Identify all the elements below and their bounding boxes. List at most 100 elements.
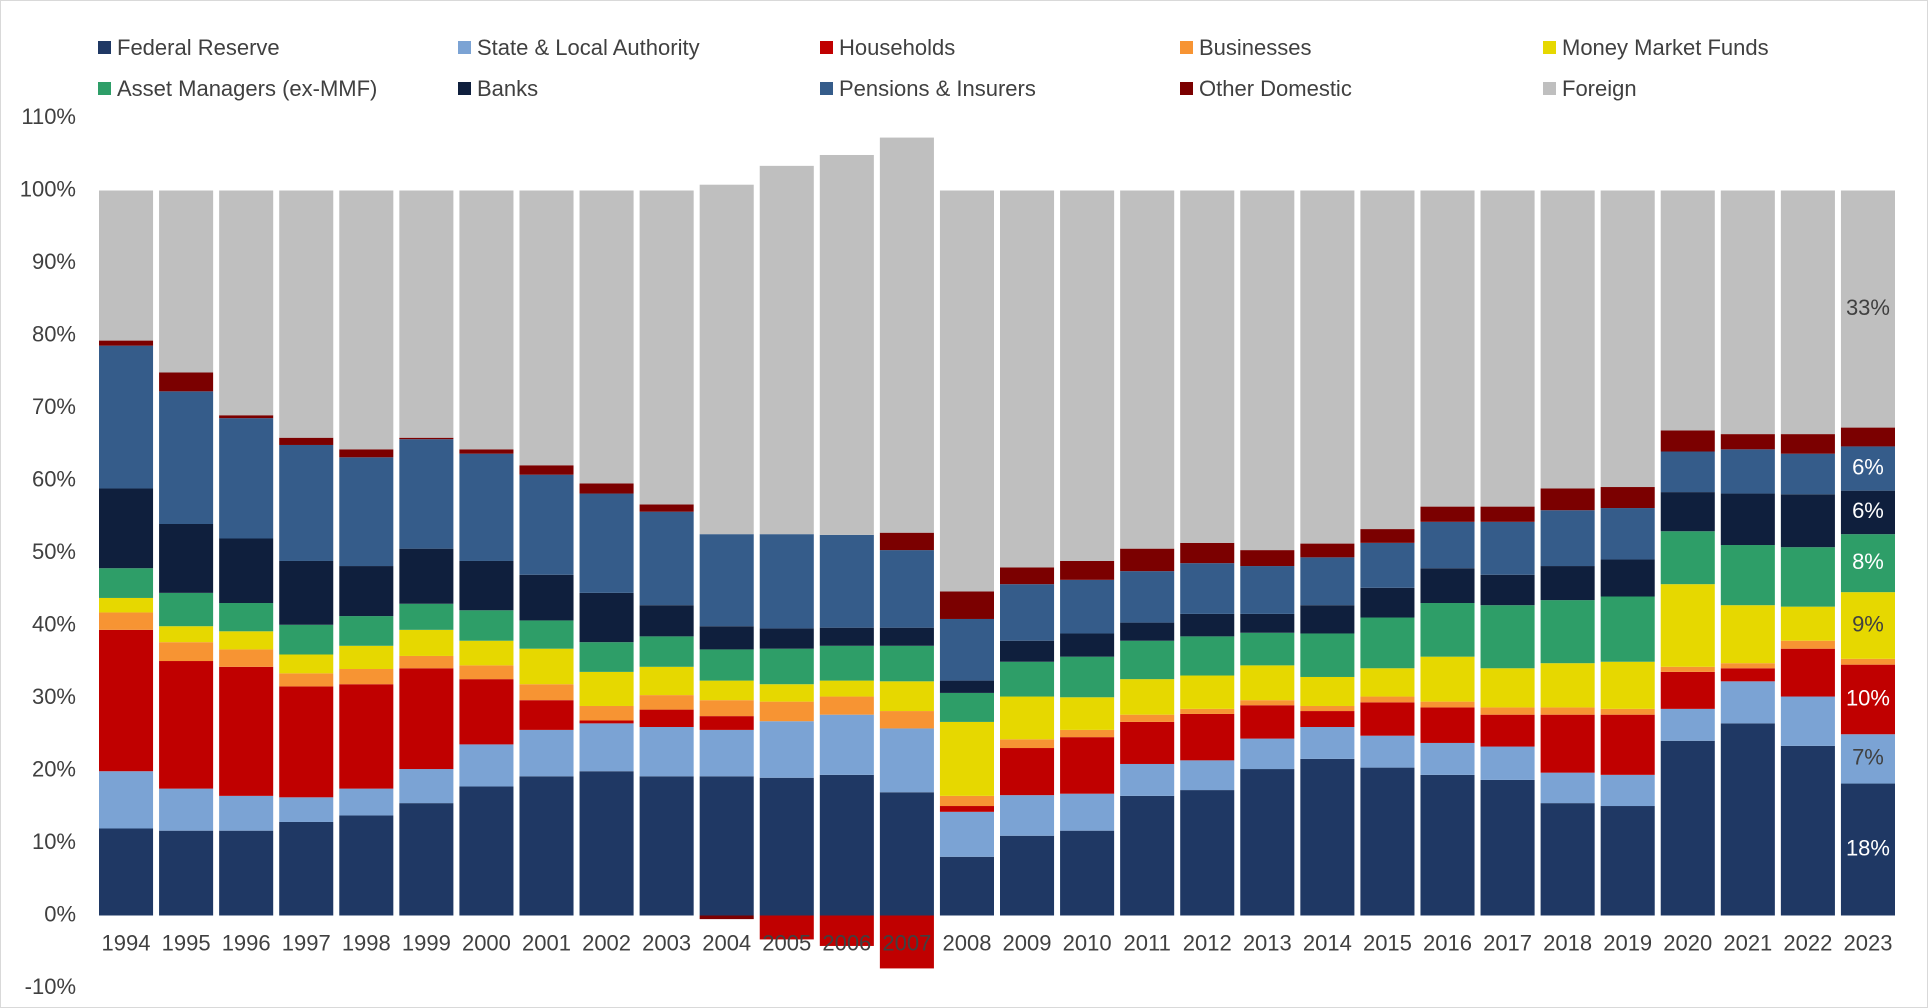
bar-segment <box>99 340 154 346</box>
bar-segment <box>1360 190 1415 530</box>
bar-segment <box>1480 746 1535 780</box>
bar-segment <box>1420 742 1475 775</box>
bar-segment <box>1660 708 1715 741</box>
bar-segment <box>1780 434 1835 454</box>
bar-segment <box>1480 605 1535 669</box>
bar-segment <box>879 915 934 969</box>
bar-segment <box>1540 190 1595 489</box>
bar-segment <box>159 788 214 831</box>
bar-segment <box>1060 656 1115 698</box>
bar-segment <box>699 716 754 730</box>
bar-segment <box>219 415 274 419</box>
x-tick-label: 2007 <box>882 930 931 955</box>
bar-segment <box>1540 714 1595 773</box>
bar-segment <box>159 190 214 373</box>
bar-segment <box>1480 190 1535 507</box>
bar-segment <box>579 671 634 706</box>
legend-swatch <box>1180 82 1193 95</box>
bar-segment <box>459 190 514 450</box>
bar-segment <box>339 566 394 617</box>
bar-segment <box>1480 574 1535 606</box>
bar-segment <box>1360 542 1415 588</box>
bar-segment <box>1240 700 1295 706</box>
bar-segment <box>1720 723 1775 916</box>
bar-segment <box>1360 767 1415 916</box>
bar-segment <box>1120 679 1175 715</box>
data-label: 8% <box>1852 549 1884 574</box>
bar-segment <box>339 449 394 458</box>
bar-segment <box>1780 696 1835 746</box>
bar-segment <box>639 504 694 512</box>
bar-segment <box>459 665 514 680</box>
bar-segment <box>219 830 274 916</box>
bar-segment <box>819 696 874 715</box>
bar-segment <box>879 728 934 793</box>
bar-segment <box>699 626 754 650</box>
bar-segment <box>99 771 154 829</box>
bar-segment <box>1000 748 1055 796</box>
bar-segment <box>99 828 154 916</box>
bar-segment <box>279 437 334 445</box>
bar-segment <box>339 788 394 816</box>
legend-label: Asset Managers (ex-MMF) <box>117 76 377 101</box>
bar-segment <box>1660 740 1715 916</box>
bar-segment <box>699 915 754 920</box>
legend-swatch <box>98 82 111 95</box>
bar-segment <box>1420 603 1475 657</box>
bar-segment <box>1840 783 1895 916</box>
bar-segment <box>519 729 574 777</box>
bar-segment <box>1480 707 1535 715</box>
bar-segment <box>1240 665 1295 701</box>
bar-segment <box>1060 729 1115 738</box>
bar-segment <box>1060 560 1115 580</box>
bar-segment <box>1000 835 1055 916</box>
bar-segment <box>1240 738 1295 770</box>
bar-segment <box>399 439 454 549</box>
bar-segment <box>1660 451 1715 493</box>
bar-segment <box>279 560 334 625</box>
x-tick-label: 1997 <box>282 930 331 955</box>
bar-segment <box>459 449 514 454</box>
bar-segment <box>1840 446 1895 491</box>
bar-segment <box>579 190 634 484</box>
bar-segment <box>639 605 694 637</box>
bar-segment <box>1780 494 1835 548</box>
legend-swatch <box>458 41 471 54</box>
x-tick-label: 2002 <box>582 930 631 955</box>
bar-segment <box>879 627 934 646</box>
bar-segment <box>1180 563 1235 614</box>
bar-segment <box>1240 632 1295 666</box>
bar-segment <box>579 642 634 672</box>
bar-segment <box>1600 708 1655 715</box>
bar-segment <box>1420 774 1475 916</box>
bar-segment <box>579 720 634 724</box>
bar-segment <box>1720 668 1775 682</box>
bar-segment <box>1180 708 1235 714</box>
bar-segment <box>759 684 814 702</box>
bar-segment <box>939 190 994 592</box>
bar-segment <box>579 592 634 643</box>
bar-segment <box>639 511 694 606</box>
bar-segment <box>279 190 334 438</box>
bar-segment <box>1660 190 1715 431</box>
bar-segment <box>99 488 154 569</box>
bar-segment <box>699 700 754 717</box>
bar-segment <box>1660 671 1715 709</box>
bar-segment <box>879 550 934 628</box>
bar-segment <box>1300 705 1355 712</box>
legend-swatch <box>820 41 833 54</box>
bar-segment <box>99 190 154 341</box>
bar-segment <box>699 649 754 681</box>
data-label: 18% <box>1846 835 1890 860</box>
legend-swatch <box>820 82 833 95</box>
bar-segment <box>819 154 874 535</box>
bar-segment <box>1780 453 1835 495</box>
bar-segment <box>1300 557 1355 606</box>
bar-segment <box>639 727 694 777</box>
bar-segment <box>1360 696 1415 703</box>
x-tick-label: 1994 <box>102 930 151 955</box>
bar-segment <box>1780 606 1835 641</box>
x-tick-label: 2019 <box>1603 930 1652 955</box>
bar-segment <box>1240 190 1295 551</box>
